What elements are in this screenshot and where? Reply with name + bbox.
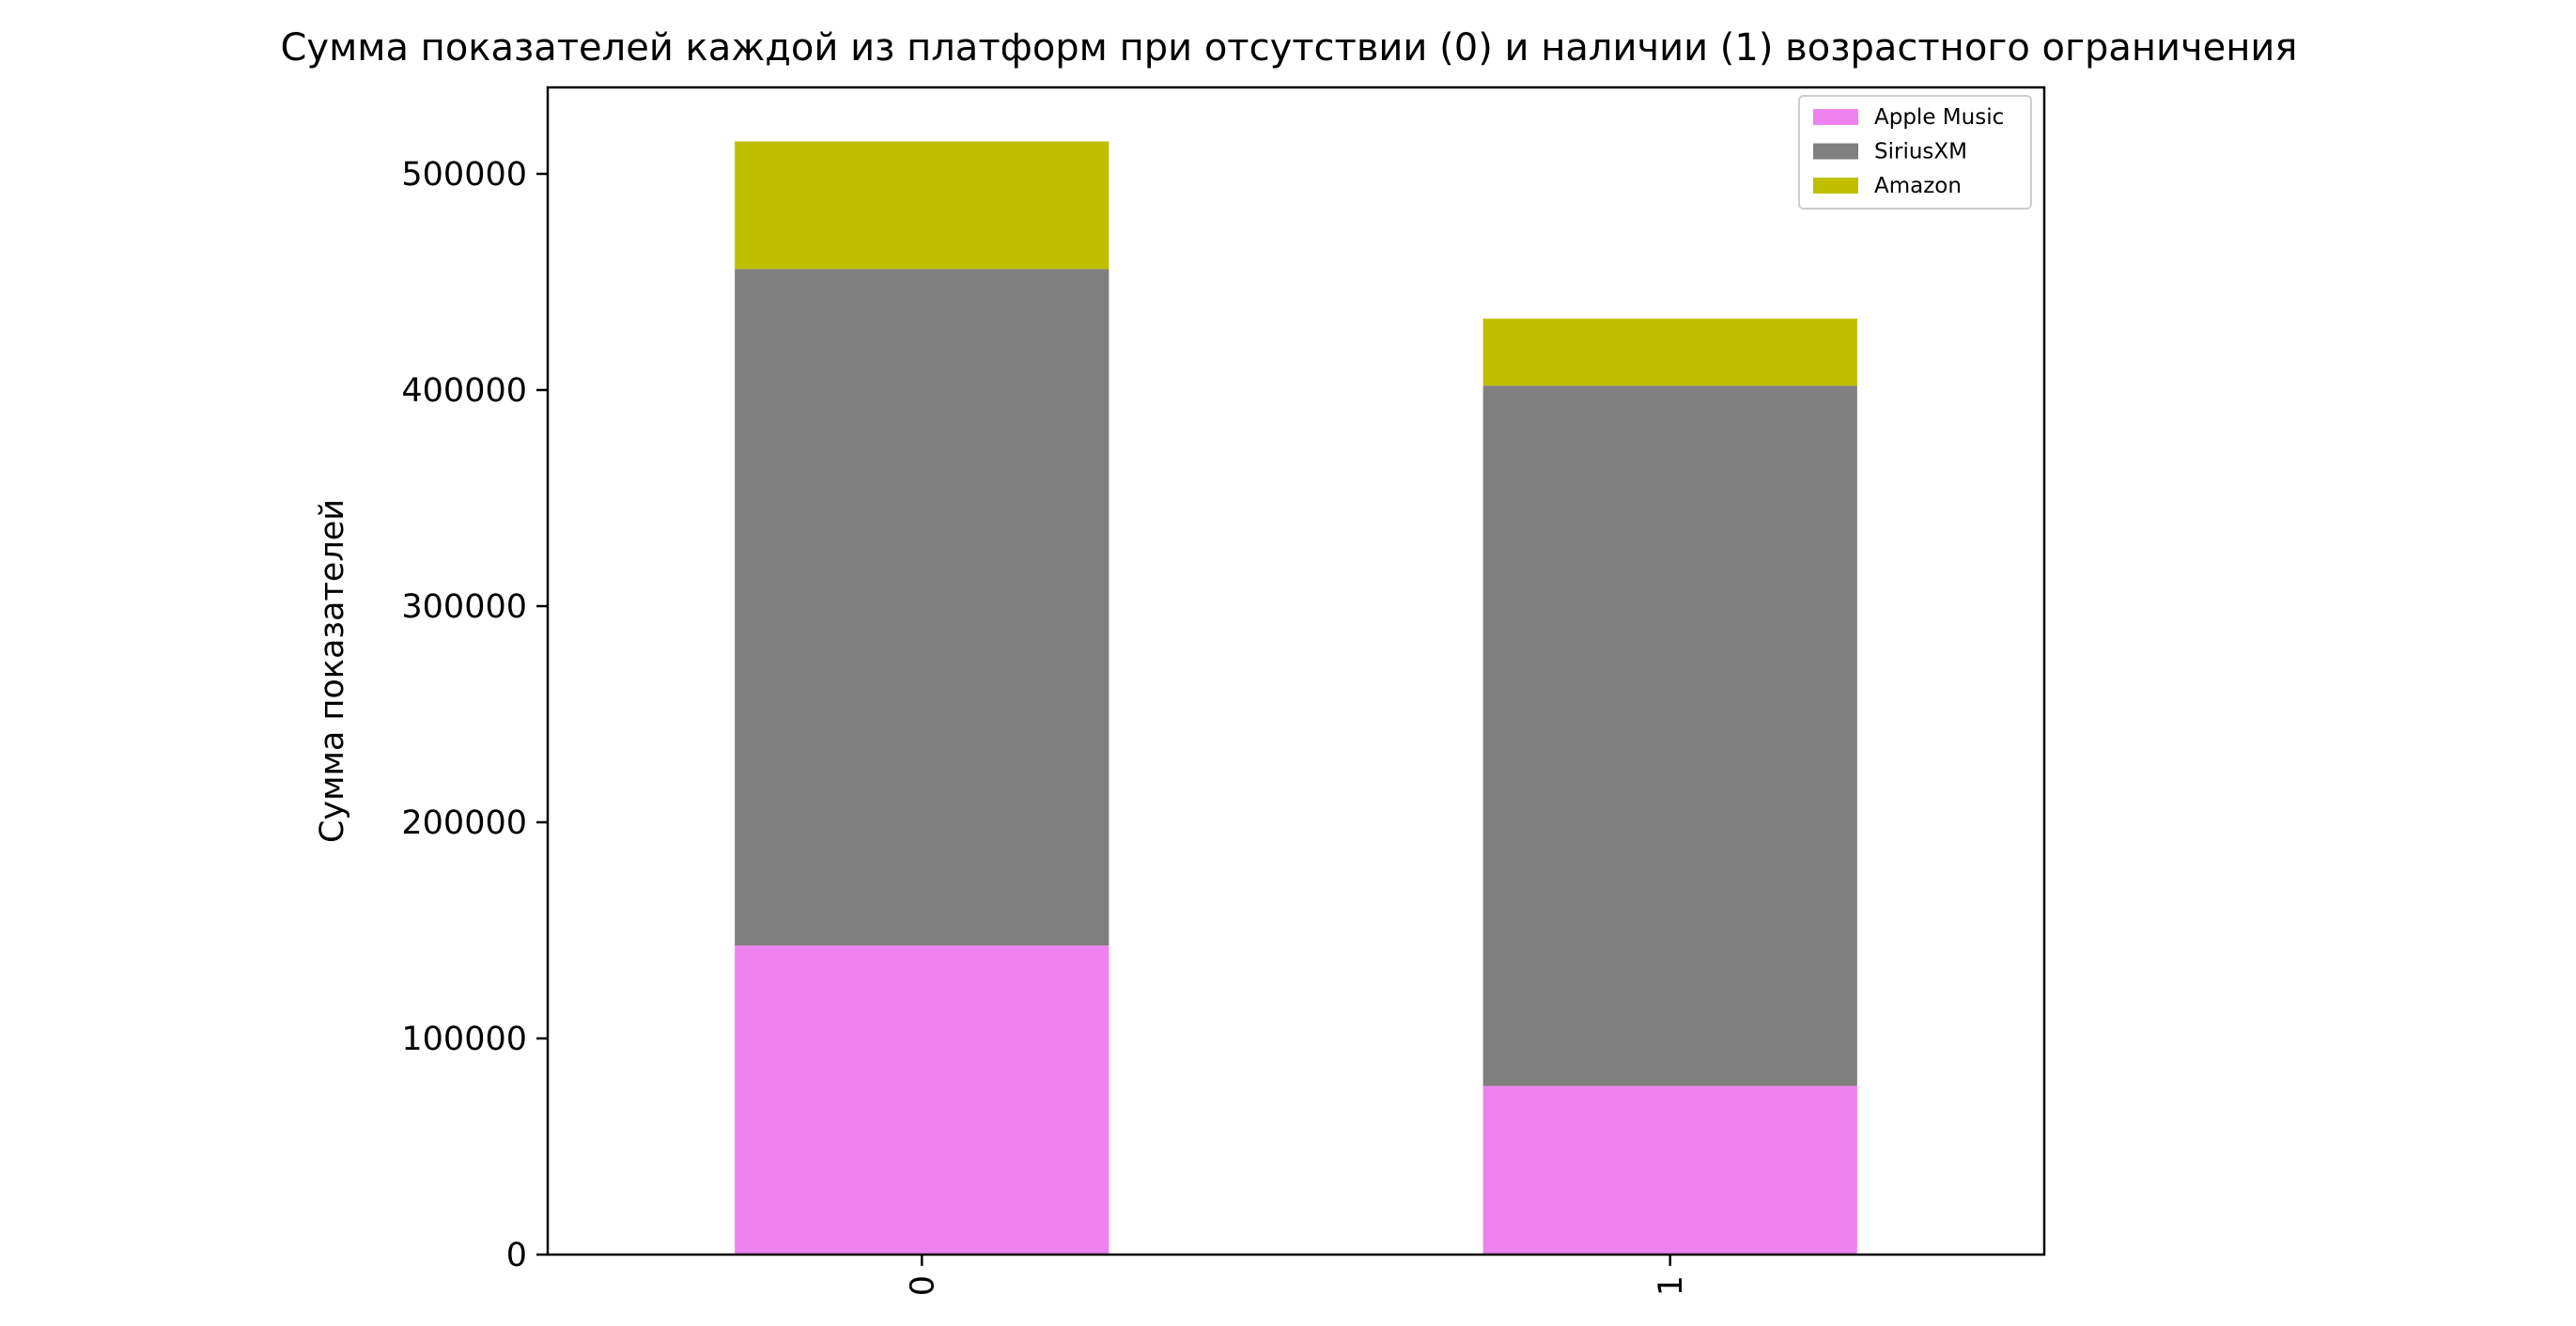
- legend-label: Amazon: [1874, 174, 1962, 198]
- legend-label: SiriusXM: [1874, 140, 1967, 164]
- x-tick-label: 1: [1653, 1275, 1690, 1296]
- bar-apple-music-1: [1482, 1085, 1857, 1255]
- bar-siriusxm-0: [735, 269, 1110, 946]
- bar-siriusxm-1: [1482, 385, 1857, 1086]
- y-tick-label: 100000: [401, 1021, 527, 1058]
- y-tick-label: 400000: [401, 372, 527, 410]
- legend-swatch-siriusxm: [1813, 143, 1858, 160]
- plot-frame: [546, 86, 2046, 1256]
- y-tick-label: 500000: [401, 156, 527, 194]
- bars-layer: [735, 141, 1857, 1255]
- bar-apple-music-0: [735, 945, 1110, 1255]
- y-tick-label: 0: [506, 1237, 527, 1274]
- legend-swatch-amazon: [1813, 178, 1858, 194]
- y-tick-label: 200000: [401, 804, 527, 842]
- y-tick-label: 300000: [401, 588, 527, 626]
- bar-amazon-0: [735, 141, 1110, 270]
- legend-label: Apple Music: [1874, 105, 2004, 130]
- legend: Apple Music SiriusXM Amazon: [1798, 95, 2032, 210]
- chart-title: Сумма показателей каждой из платформ при…: [281, 26, 2298, 70]
- y-axis-label: Сумма показателей: [314, 499, 351, 843]
- bar-amazon-1: [1482, 319, 1857, 386]
- legend-swatch-apple-music: [1813, 109, 1858, 125]
- y-axis-ticks: 0 100000 200000 300000 400000 500000: [401, 156, 548, 1274]
- x-tick-label: 0: [904, 1275, 941, 1296]
